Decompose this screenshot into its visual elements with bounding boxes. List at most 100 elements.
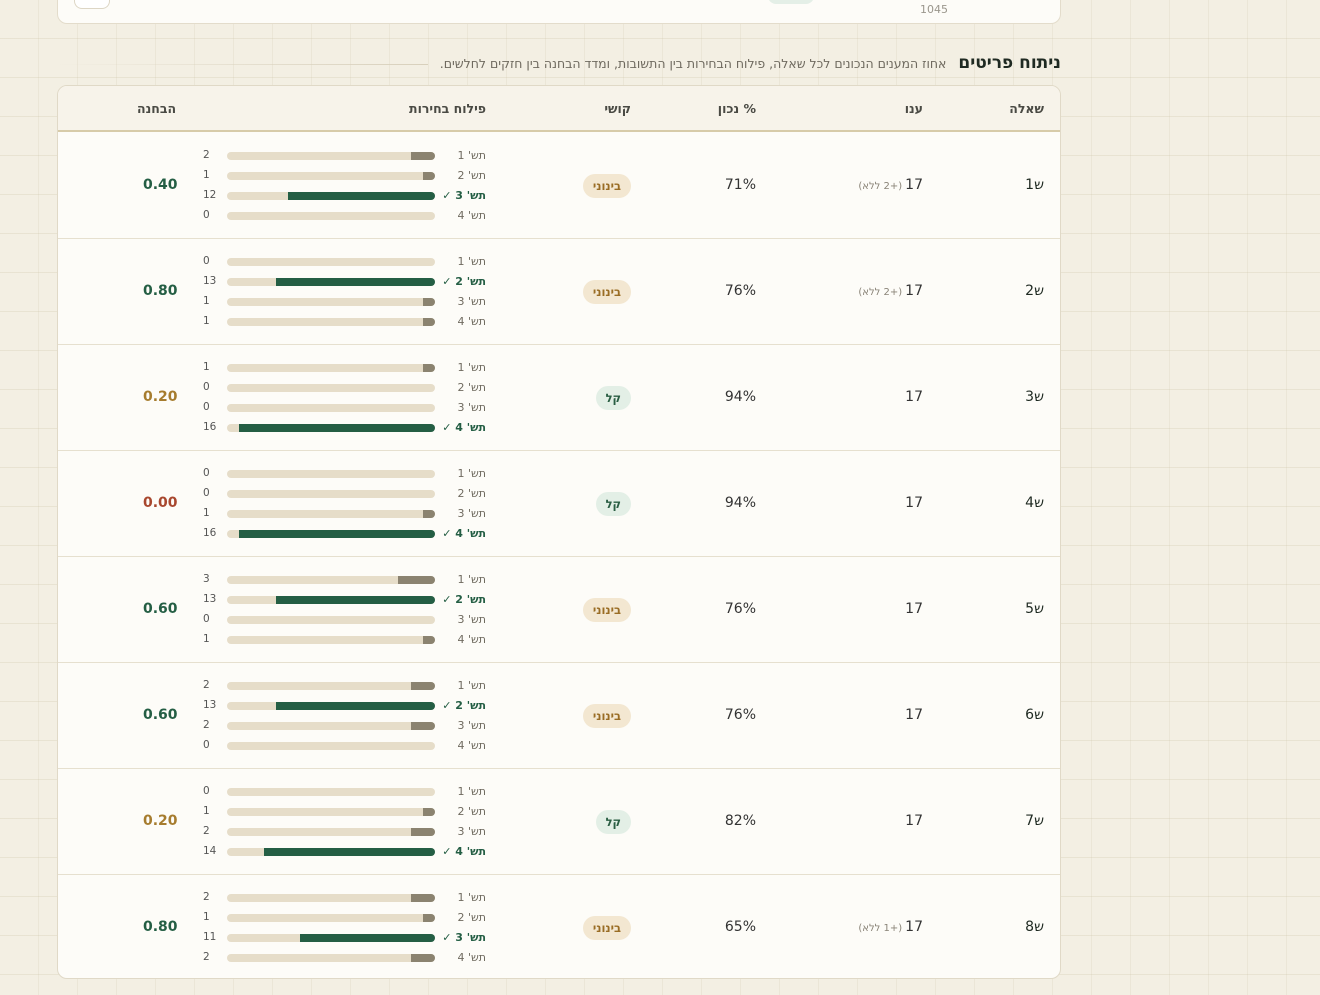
header-question: שאלה xyxy=(1009,101,1044,116)
question-label: ש4 xyxy=(1025,495,1044,511)
option-bar-track xyxy=(227,404,435,412)
option-distribution: תש' 1 2 xyxy=(58,149,1060,163)
option-distribution: תש' 4 2 xyxy=(58,951,1060,965)
option-bar-track xyxy=(227,616,435,624)
option-label: תש' 1 xyxy=(457,255,486,268)
checkmark-icon: ✓ xyxy=(442,699,452,712)
option-count: 1 xyxy=(203,805,210,817)
option-label: תש' 3 xyxy=(457,825,486,838)
option-distribution: תש' 2 ✓ 13 xyxy=(58,593,1060,607)
option-bar-fill xyxy=(422,808,435,816)
option-bar-fill xyxy=(410,828,435,836)
percent-correct: 65% xyxy=(724,919,756,935)
option-label: תש' 2 xyxy=(457,487,486,500)
option-count: 0 xyxy=(203,255,210,267)
option-bar-fill xyxy=(422,298,435,306)
option-label: תש' 1 xyxy=(457,785,486,798)
option-label: תש' 4 xyxy=(457,739,486,752)
table-row: ש1 17(+2 ללא) 71% בינוני 0.40 תש' 1 2 תש' 2 1 תש'… xyxy=(58,133,1060,239)
option-count: 13 xyxy=(203,593,217,605)
option-label: תש' 2 ✓ xyxy=(442,593,486,606)
header-answered: ענו xyxy=(904,101,923,116)
option-bar-fill xyxy=(239,424,435,432)
option-count: 1 xyxy=(203,169,210,181)
checkmark-icon: ✓ xyxy=(442,931,452,944)
table-header: שאלה ענו % נכון קושי פילוח בחירות הבחנה xyxy=(58,86,1060,132)
question-label: ש7 xyxy=(1025,813,1044,829)
header-distribution: פילוח בחירות xyxy=(409,101,486,116)
option-distribution: תש' 1 0 xyxy=(58,255,1060,269)
discrimination-value: 0.60 xyxy=(143,707,178,723)
percent-correct: 76% xyxy=(724,707,756,723)
unanswered-note: (+2 ללא) xyxy=(858,181,903,192)
option-count: 1 xyxy=(203,295,210,307)
option-count: 2 xyxy=(203,825,210,837)
option-bar-fill xyxy=(410,152,435,160)
option-count: 0 xyxy=(203,401,210,413)
option-bar-track xyxy=(227,808,435,816)
option-count: 12 xyxy=(203,189,217,201)
option-bar-track xyxy=(227,470,435,478)
option-count: 2 xyxy=(203,719,210,731)
option-label: תש' 1 xyxy=(457,573,486,586)
table-row: ש5 17 76% בינוני 0.60 תש' 1 3 תש' 2 ✓ 13 תש' 3 0 תש… xyxy=(58,557,1060,663)
option-distribution: תש' 1 3 xyxy=(58,573,1060,587)
option-distribution: תש' 3 ✓ 12 xyxy=(58,189,1060,203)
option-distribution: תש' 2 0 xyxy=(58,487,1060,501)
percent-correct: 94% xyxy=(724,495,756,511)
option-bar-track xyxy=(227,298,435,306)
option-count: 1 xyxy=(203,633,210,645)
option-bar-track xyxy=(227,914,435,922)
option-count: 2 xyxy=(203,679,210,691)
answered-count: 17(+2 ללא) xyxy=(858,177,923,193)
summary-card-bottom-edge: 1045 xyxy=(57,0,1061,24)
option-bar-track xyxy=(227,742,435,750)
checkmark-icon: ✓ xyxy=(442,421,452,434)
option-distribution: תש' 3 2 xyxy=(58,825,1060,839)
difficulty-badge: בינוני xyxy=(582,598,631,622)
table-row: ש2 17(+2 ללא) 76% בינוני 0.80 תש' 1 0 תש' 2 ✓ 13… xyxy=(58,239,1060,345)
discrimination-value: 0.80 xyxy=(143,283,178,299)
option-count: 0 xyxy=(203,487,210,499)
discrimination-value: 0.40 xyxy=(143,177,178,193)
discrimination-value: 0.00 xyxy=(143,495,178,511)
option-count: 13 xyxy=(203,699,217,711)
table-row: ש3 17 94% קל 0.20 תש' 1 1 תש' 2 0 תש' 3 0 תש' 4 ✓ 16 xyxy=(58,345,1060,451)
header-discrimination: הבחנה xyxy=(137,101,177,116)
option-bar-fill xyxy=(410,894,435,902)
option-count: 0 xyxy=(203,467,210,479)
option-label: תש' 2 xyxy=(457,381,486,394)
table-row: ש7 17 82% קל 0.20 תש' 1 0 תש' 2 1 תש' 3 2 תש' 4 ✓ 14 xyxy=(58,769,1060,875)
option-count: 11 xyxy=(203,931,217,943)
option-bar-fill xyxy=(263,848,435,856)
option-bar-track xyxy=(227,530,435,538)
summary-card-badge xyxy=(768,0,814,4)
option-label: תש' 1 xyxy=(457,891,486,904)
answered-count: 17 xyxy=(902,601,923,617)
option-count: 1 xyxy=(203,911,210,923)
option-label: תש' 3 xyxy=(457,719,486,732)
percent-correct: 76% xyxy=(724,283,756,299)
option-bar-track xyxy=(227,596,435,604)
option-distribution: תש' 3 0 xyxy=(58,401,1060,415)
option-distribution: תש' 3 2 xyxy=(58,719,1060,733)
discrimination-value: 0.20 xyxy=(143,389,178,405)
option-distribution: תש' 1 2 xyxy=(58,891,1060,905)
option-label: תש' 3 xyxy=(457,507,486,520)
option-label: תש' 3 xyxy=(457,295,486,308)
table-row: ש6 17 76% בינוני 0.60 תש' 1 2 תש' 2 ✓ 13 תש' 3 2 תש… xyxy=(58,663,1060,769)
answered-value: 17 xyxy=(905,283,923,299)
option-distribution: תש' 4 0 xyxy=(58,209,1060,223)
summary-card-button[interactable] xyxy=(74,0,110,9)
difficulty-badge: בינוני xyxy=(582,704,631,728)
option-bar-track xyxy=(227,722,435,730)
option-bar-track xyxy=(227,510,435,518)
option-bar-track xyxy=(227,490,435,498)
difficulty-badge: בינוני xyxy=(582,280,631,304)
percent-correct: 76% xyxy=(724,601,756,617)
question-label: ש3 xyxy=(1025,389,1044,405)
option-count: 1 xyxy=(203,507,210,519)
option-bar-fill xyxy=(288,192,435,200)
percent-correct: 71% xyxy=(724,177,756,193)
option-count: 0 xyxy=(203,785,210,797)
